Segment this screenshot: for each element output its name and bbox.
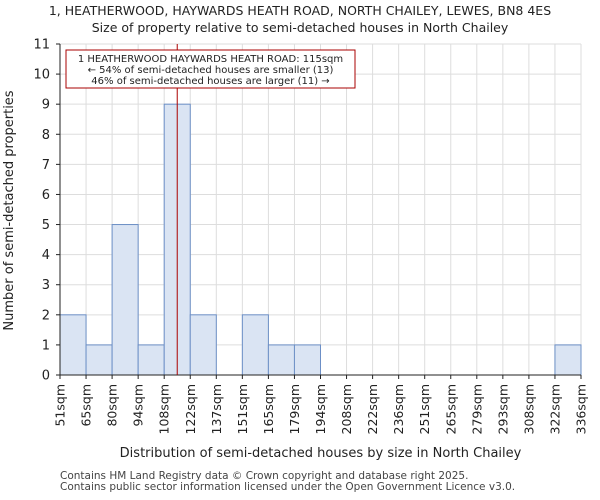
y-tick-label: 6 [42,188,50,203]
y-tick-label: 9 [42,98,50,113]
y-tick-labels: 0 1 2 3 4 5 6 7 8 9 10 11 [33,38,60,384]
x-tick-label: 80sqm [105,384,120,427]
y-tick-label: 11 [33,38,50,53]
y-tick-label: 8 [42,128,50,143]
x-tick-label: 122sqm [183,384,198,434]
x-tick-label: 194sqm [313,384,328,434]
x-tick-label: 293sqm [495,384,510,434]
x-tick-label: 179sqm [287,384,302,434]
x-tick-label: 208sqm [339,384,354,434]
x-tick-label: 322sqm [547,384,562,434]
y-tick-label: 0 [42,369,50,384]
x-tick-label: 308sqm [521,384,536,434]
annotation-border [65,49,356,89]
footer-line-2: Contains public sector information licen… [60,481,516,493]
y-tick-label: 5 [42,218,50,233]
x-tick-label: 108sqm [157,384,172,434]
y-tick-label: 7 [42,158,50,173]
x-tick-label: 137sqm [209,384,224,434]
x-tick-label: 51sqm [53,384,68,427]
bar [189,314,217,376]
x-tick-label: 236sqm [391,384,406,434]
chart-title: 1, HEATHERWOOD, HAYWARDS HEATH ROAD, NOR… [48,3,552,18]
annotation-line-2: ← 54% of semi-detached houses are smalle… [88,65,334,76]
bar [85,344,113,376]
y-axis-label: Number of semi-detached properties [2,90,17,330]
x-tick-label: 251sqm [417,384,432,434]
y-tick-label: 1 [42,338,50,353]
y-tick-label: 10 [33,68,50,83]
chart-subtitle: Size of property relative to semi-detach… [91,20,509,35]
bar [137,344,165,376]
y-tick-label: 3 [42,278,50,293]
annotation-box: 1 HEATHERWOOD HAYWARDS HEATH ROAD: 115sq… [65,49,356,89]
y-tick-label: 2 [42,308,50,323]
x-tick-label: 222sqm [365,384,380,434]
footer-line-1: Contains HM Land Registry data © Crown c… [60,470,469,482]
x-tick-labels: 51sqm 65sqm 80sqm 94sqm 108sqm 122sqm 137sqm 15… [53,375,589,434]
x-tick-label: 65sqm [79,384,94,427]
bar [241,314,269,376]
y-tick-label: 4 [42,248,50,263]
bar [267,344,295,376]
x-tick-label: 279sqm [469,384,484,434]
annotation-line-1: 1 HEATHERWOOD HAYWARDS HEATH ROAD: 115sq… [78,54,343,65]
x-tick-label: 165sqm [261,384,276,434]
footer: Contains HM Land Registry data © Crown c… [60,471,515,493]
bar [293,344,322,376]
x-tick-label: 151sqm [235,384,250,434]
x-tick-label: 265sqm [443,384,458,434]
x-axis-label: Distribution of semi-detached houses by … [120,446,522,461]
x-tick-label: 336sqm [574,384,589,434]
bar [111,224,139,376]
bar [59,314,87,376]
annotation-line-3: 46% of semi-detached houses are larger (… [91,76,329,87]
x-tick-label: 94sqm [131,384,146,427]
bar [554,344,582,376]
